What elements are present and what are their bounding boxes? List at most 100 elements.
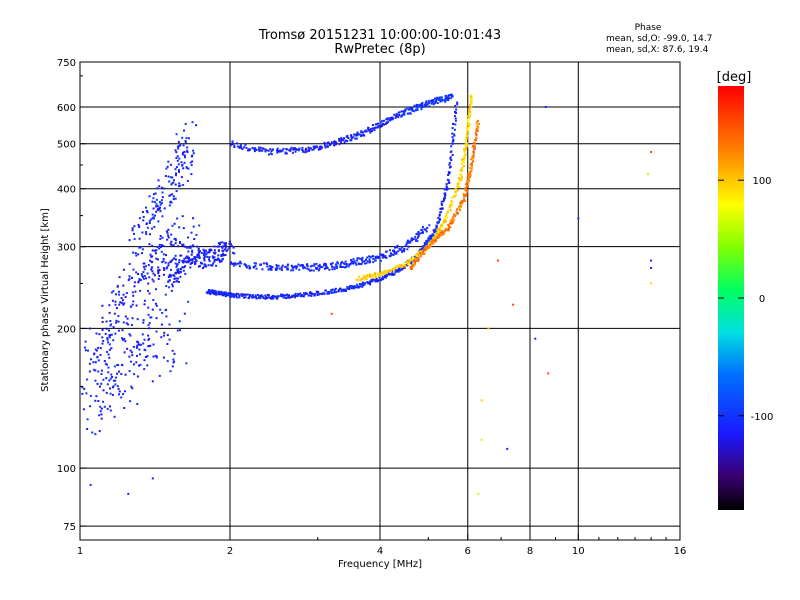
data-point <box>364 262 366 265</box>
data-point <box>445 213 448 216</box>
data-point <box>174 183 177 186</box>
data-point <box>302 149 305 152</box>
data-point <box>173 275 176 278</box>
data-point <box>218 245 221 248</box>
data-point <box>222 252 224 255</box>
data-point <box>393 252 396 255</box>
data-point <box>176 280 179 283</box>
data-point <box>329 143 332 146</box>
data-point <box>415 260 418 263</box>
data-point <box>120 297 123 299</box>
data-point <box>233 144 236 147</box>
data-point <box>415 238 418 241</box>
data-point <box>225 292 228 294</box>
data-point <box>168 180 171 183</box>
data-point <box>203 259 206 262</box>
data-point <box>137 364 140 367</box>
data-point <box>262 262 265 265</box>
data-point <box>354 137 357 140</box>
data-point <box>369 282 371 285</box>
data-point <box>179 254 182 257</box>
data-point <box>311 264 314 267</box>
data-point <box>177 185 180 188</box>
data-point <box>178 182 181 185</box>
data-point <box>138 348 141 351</box>
data-point <box>141 231 144 234</box>
data-point <box>220 255 223 258</box>
data-point <box>310 269 313 272</box>
data-point <box>128 263 131 265</box>
data-point <box>294 292 297 295</box>
data-point <box>462 156 465 158</box>
data-point <box>326 144 329 147</box>
data-point <box>147 338 150 341</box>
data-point <box>143 299 146 302</box>
data-point <box>443 230 446 233</box>
data-point <box>340 288 343 291</box>
data-point <box>446 187 449 190</box>
data-point <box>135 254 138 257</box>
data-point <box>88 370 91 373</box>
data-point <box>457 180 460 183</box>
data-point <box>412 238 415 241</box>
data-point <box>346 287 349 290</box>
data-point <box>441 96 443 99</box>
data-point <box>437 97 440 100</box>
data-point <box>472 160 475 163</box>
data-point <box>214 251 217 254</box>
y-axis-label: Stationary phase Virtual Height [km] <box>40 208 51 392</box>
data-point <box>255 297 258 300</box>
data-point <box>308 147 311 150</box>
data-point <box>134 252 137 254</box>
data-point <box>171 365 174 368</box>
data-point <box>428 105 431 108</box>
data-point <box>363 278 366 281</box>
data-point <box>219 291 222 294</box>
data-point <box>137 253 140 256</box>
data-point <box>156 356 158 359</box>
data-point <box>313 264 316 267</box>
data-point <box>419 255 422 258</box>
data-point <box>392 267 395 270</box>
data-point <box>102 340 105 342</box>
data-point <box>301 264 304 267</box>
data-point <box>155 330 158 333</box>
data-point <box>206 291 209 294</box>
data-point <box>251 296 254 299</box>
data-point <box>148 195 151 198</box>
data-point <box>109 320 112 322</box>
data-point <box>344 266 346 269</box>
data-point <box>221 241 224 244</box>
data-point <box>444 94 447 97</box>
data-point <box>182 260 185 262</box>
data-point <box>469 113 472 116</box>
data-point <box>188 259 191 262</box>
data-point <box>449 157 452 160</box>
data-point <box>252 294 255 297</box>
data-point <box>149 316 152 319</box>
data-point <box>420 108 423 111</box>
data-point <box>243 146 246 149</box>
data-point <box>325 289 327 292</box>
data-point <box>480 399 483 402</box>
data-point <box>236 142 238 145</box>
data-point <box>165 254 167 257</box>
data-point <box>111 394 114 396</box>
data-point <box>406 264 409 266</box>
data-point <box>151 270 154 273</box>
data-point <box>215 293 218 296</box>
data-point <box>235 292 238 295</box>
data-point <box>340 141 343 144</box>
data-point <box>180 161 183 164</box>
data-point <box>460 178 463 181</box>
data-point <box>472 145 475 147</box>
data-point <box>313 294 316 297</box>
data-point <box>260 294 263 297</box>
data-point <box>447 97 450 100</box>
data-point <box>451 222 454 224</box>
data-point <box>466 128 469 131</box>
data-point <box>453 213 455 216</box>
data-point <box>475 122 478 125</box>
data-point <box>223 243 226 246</box>
